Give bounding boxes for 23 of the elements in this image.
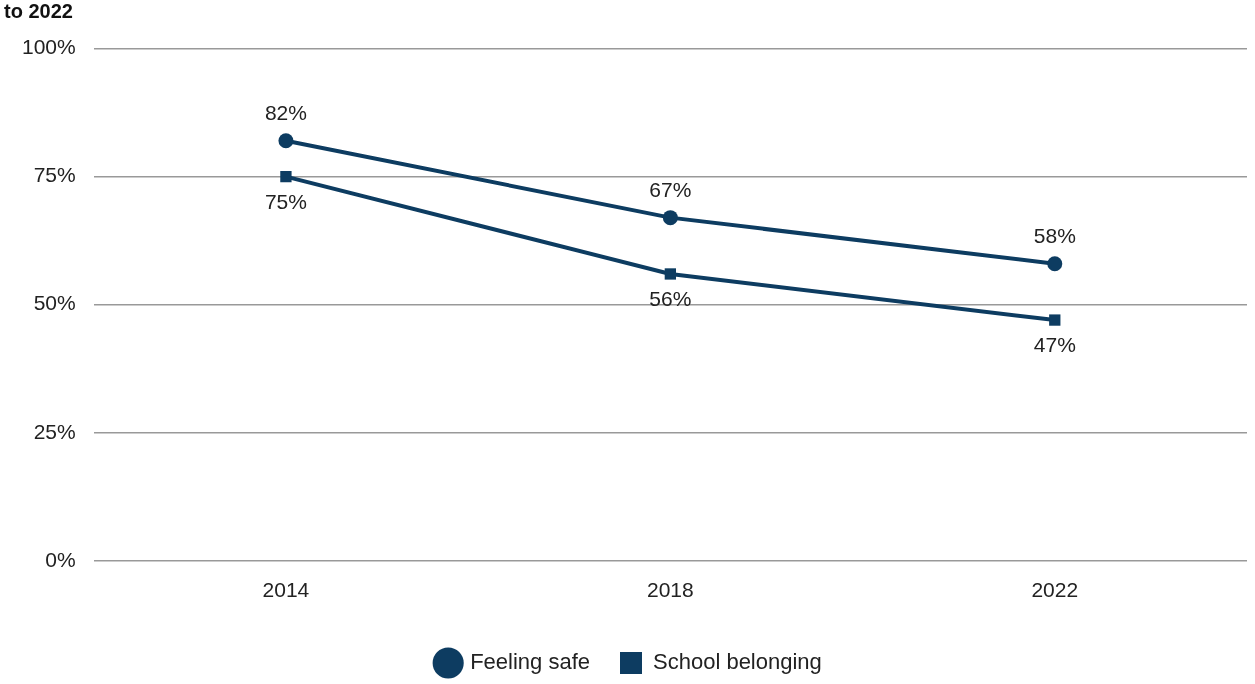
y-tick-label: 0% — [45, 547, 76, 571]
y-tick-label: 50% — [33, 291, 76, 315]
data-label: 58% — [1033, 224, 1076, 248]
data-label: 82% — [264, 101, 307, 125]
point — [1049, 314, 1061, 326]
legend-label: Feeling safe — [470, 649, 591, 675]
x-tick-label: 2014 — [262, 578, 310, 602]
y-tick-label: 75% — [33, 163, 76, 187]
data-label: 67% — [649, 177, 692, 201]
data-label: 75% — [264, 189, 307, 213]
y-tick-label: 25% — [33, 419, 76, 443]
x-tick-label: 2018 — [647, 578, 694, 602]
point — [280, 170, 292, 183]
data-label: 47% — [1033, 333, 1076, 357]
chart-title: to 2022 — [4, 0, 73, 22]
y-tick-label: 100% — [21, 35, 76, 59]
point — [1047, 256, 1063, 272]
x-tick-label: 2022 — [1031, 578, 1079, 602]
legend-label: School belonging — [653, 649, 822, 675]
data-label: 56% — [649, 287, 692, 311]
point — [278, 133, 294, 149]
point — [664, 268, 677, 280]
point — [662, 210, 678, 226]
